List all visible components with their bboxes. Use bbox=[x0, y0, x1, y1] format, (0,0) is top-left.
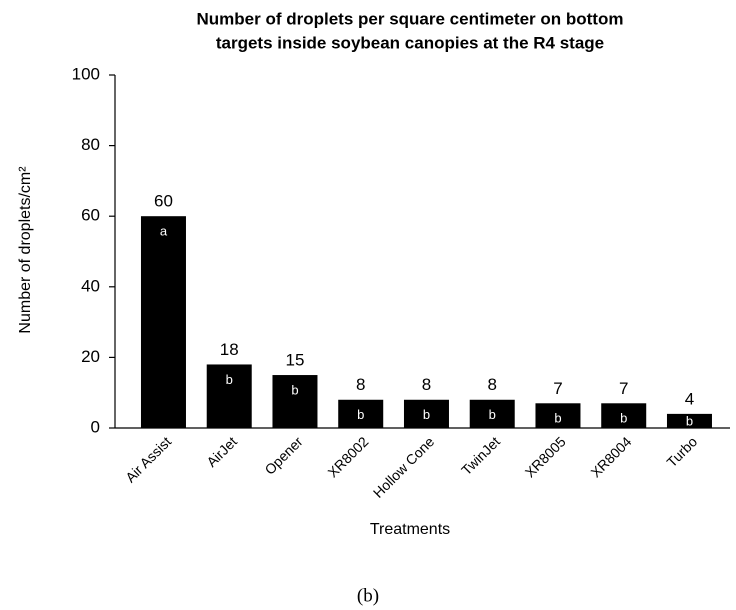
bar bbox=[469, 399, 515, 428]
caption: (b) bbox=[357, 585, 379, 606]
group-letter: b bbox=[357, 407, 364, 422]
x-tick-label: AirJet bbox=[203, 433, 240, 470]
x-tick-label: Opener bbox=[261, 433, 306, 478]
value-label: 8 bbox=[356, 375, 365, 394]
value-label: 8 bbox=[422, 375, 431, 394]
value-label: 7 bbox=[553, 379, 562, 398]
y-tick-label: 0 bbox=[91, 417, 100, 436]
value-label: 8 bbox=[487, 375, 496, 394]
group-letter: b bbox=[686, 413, 693, 428]
value-label: 60 bbox=[154, 192, 173, 211]
group-letter: b bbox=[554, 411, 561, 426]
chart-title: Number of droplets per square centimeter… bbox=[197, 9, 624, 28]
y-tick-label: 20 bbox=[81, 347, 100, 366]
x-tick-label: Hollow Cone bbox=[370, 433, 438, 501]
x-tick-label: Turbo bbox=[663, 433, 700, 470]
value-label: 7 bbox=[619, 379, 628, 398]
bar bbox=[140, 216, 186, 428]
group-letter: a bbox=[160, 224, 168, 239]
y-axis-label: Number of droplets/cm² bbox=[17, 166, 34, 334]
x-tick-label: TwinJet bbox=[458, 433, 503, 478]
chart-title: targets inside soybean canopies at the R… bbox=[216, 33, 604, 52]
y-tick-label: 80 bbox=[81, 135, 100, 154]
group-letter: b bbox=[291, 382, 298, 397]
value-label: 15 bbox=[286, 351, 305, 370]
group-letter: b bbox=[620, 411, 627, 426]
value-label: 18 bbox=[220, 340, 239, 359]
bar bbox=[338, 399, 384, 428]
bar bbox=[403, 399, 449, 428]
bar bbox=[206, 364, 252, 428]
x-tick-label: XR8004 bbox=[587, 433, 634, 480]
bar bbox=[601, 403, 647, 428]
x-tick-label: XR8002 bbox=[324, 433, 371, 480]
value-label: 4 bbox=[685, 389, 694, 408]
y-tick-label: 60 bbox=[81, 206, 100, 225]
bar bbox=[535, 403, 581, 428]
bar bbox=[666, 413, 712, 428]
bar bbox=[272, 375, 318, 428]
group-letter: b bbox=[489, 407, 496, 422]
group-letter: b bbox=[226, 372, 233, 387]
group-letter: b bbox=[423, 407, 430, 422]
y-tick-label: 40 bbox=[81, 276, 100, 295]
x-tick-label: XR8005 bbox=[522, 433, 569, 480]
x-tick-label: Air Assist bbox=[122, 433, 174, 485]
y-tick-label: 100 bbox=[72, 64, 100, 83]
x-axis-label: Treatments bbox=[370, 521, 450, 538]
